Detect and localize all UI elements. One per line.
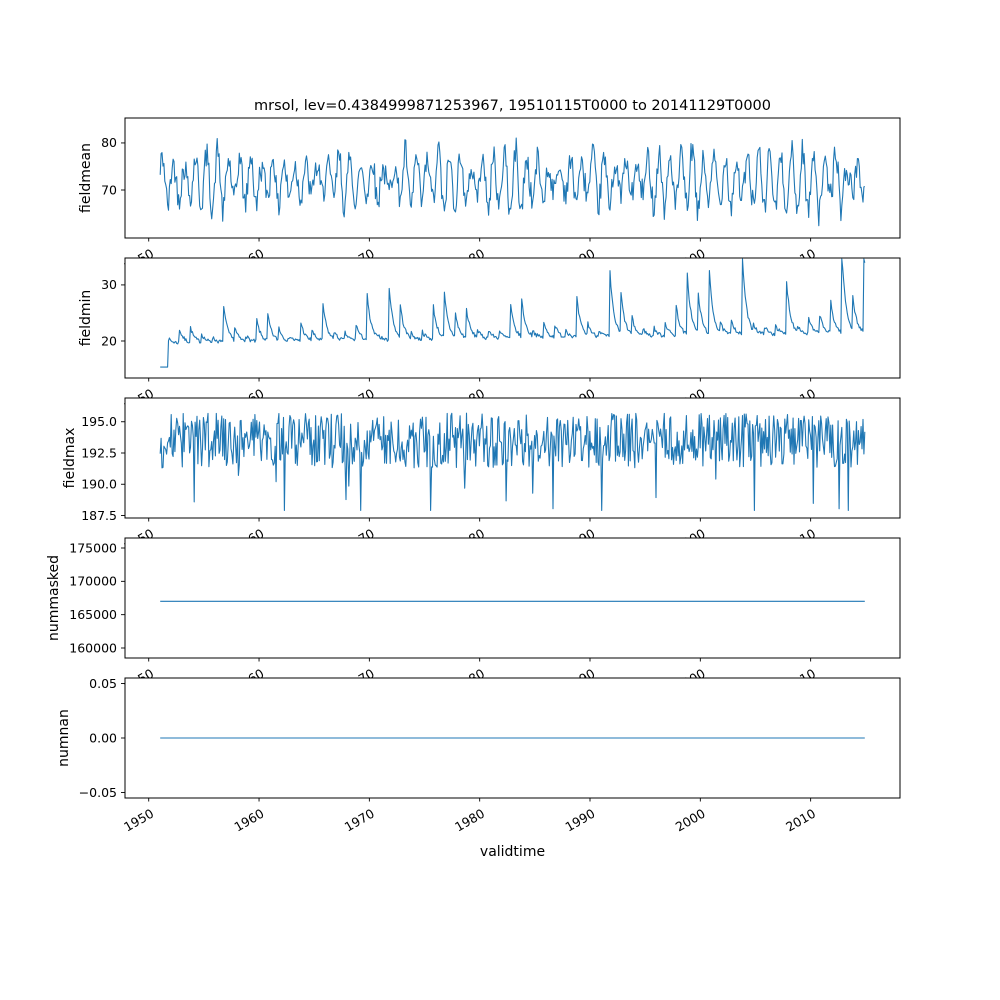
y-axis-label-fieldmin: fieldmin <box>78 289 94 347</box>
y-tick-label: 190.0 <box>81 477 117 492</box>
x-axis-label: validtime <box>479 844 546 860</box>
y-tick-label: 195.0 <box>81 414 117 429</box>
subplot-fieldmin: 20301950196019701980199020002010 <box>101 257 901 415</box>
y-tick-label: 192.5 <box>81 445 117 460</box>
y-tick-label: 170000 <box>69 574 117 589</box>
x-tick-label: 1960 <box>231 806 266 835</box>
y-axis-label-fieldmean: fieldmean <box>78 143 94 213</box>
y-tick-label: 70 <box>101 182 117 197</box>
chart-title: mrsol, lev=0.4384999871253967, 19510115T… <box>254 98 771 114</box>
x-tick-label: 2000 <box>673 806 708 835</box>
subplot-fieldmax: 187.5190.0192.5195.019501960197019801990… <box>81 397 901 555</box>
x-tick-label: 1980 <box>452 806 487 835</box>
y-tick-label: 20 <box>101 333 117 348</box>
line-series-fieldmin <box>160 258 866 368</box>
subplot-numnan: −0.05 0.00 0.05 1950 1960 1970 1980 1990 2000 201… <box>79 676 901 835</box>
y-tick-label: 165000 <box>69 607 117 622</box>
x-tick-label: 1990 <box>562 806 597 835</box>
plot-area-nummasked <box>124 537 901 659</box>
x-tick-label: 1950 <box>121 806 156 835</box>
plot-area-fieldmean <box>124 117 901 239</box>
y-tick-label: 187.5 <box>81 508 117 523</box>
x-tick-label: 2010 <box>783 806 818 835</box>
line-series-fieldmean <box>159 137 866 227</box>
y-axis-label-nummasked: nummasked <box>46 554 62 642</box>
y-tick-label: 0.05 <box>89 676 117 691</box>
y-axis-label-fieldmax: fieldmax <box>62 427 78 489</box>
y-tick-label: −0.05 <box>79 785 117 800</box>
subplot-fieldmean: 70801950196019701980199020002010 <box>101 117 901 275</box>
y-tick-label: 30 <box>101 277 117 292</box>
y-tick-label: 175000 <box>69 540 117 555</box>
line-series-fieldmax <box>159 412 866 512</box>
x-tick-label: 1970 <box>342 806 377 835</box>
y-tick-label: 0.00 <box>89 730 117 745</box>
subplot-nummasked: 1600001650001700001750001950196019701980… <box>69 537 901 695</box>
y-tick-label: 80 <box>101 135 117 150</box>
y-axis-label-numnan: numnan <box>56 709 72 767</box>
y-tick-label: 160000 <box>69 640 117 655</box>
